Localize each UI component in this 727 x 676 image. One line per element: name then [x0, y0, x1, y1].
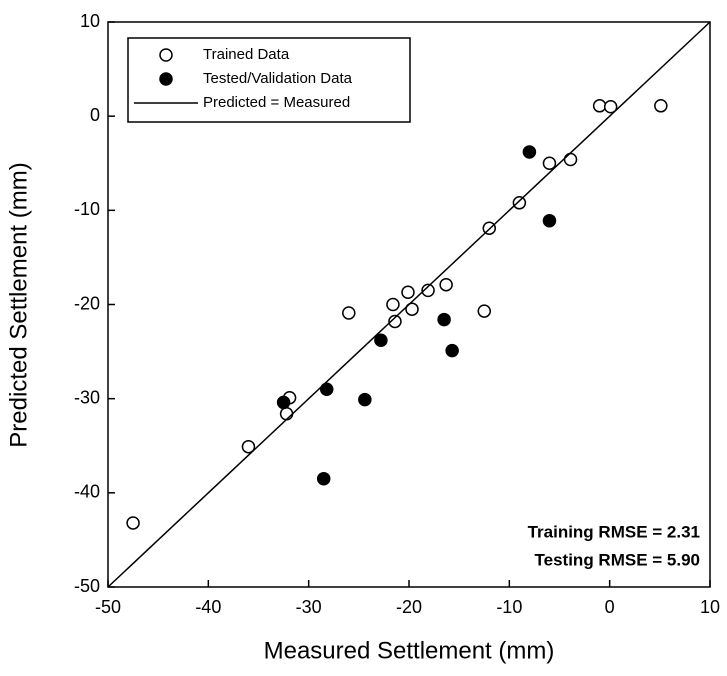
y-axis-label: Predicted Settlement (mm): [5, 162, 32, 447]
y-tick-label: -10: [74, 199, 100, 219]
point: [319, 382, 334, 396]
point: [439, 277, 453, 292]
point: [126, 516, 140, 530]
point: [445, 343, 459, 358]
x-tick-label: -40: [195, 597, 221, 617]
y-tick-label: -20: [74, 293, 100, 313]
point: [342, 306, 356, 320]
point: [421, 283, 435, 298]
point: [388, 314, 402, 329]
y-tick-label: 10: [80, 11, 100, 31]
legend-box: [127, 37, 411, 123]
point: [374, 333, 388, 348]
point: [405, 302, 419, 316]
point: [477, 304, 491, 318]
legend-label: Trained Data: [203, 46, 290, 63]
y-tick-label: 0: [90, 105, 100, 125]
point: [358, 392, 372, 407]
point: [592, 99, 607, 113]
point: [386, 297, 400, 312]
point: [241, 439, 256, 454]
x-tick-label: -10: [496, 597, 522, 617]
legend-label: Predicted = Measured: [203, 94, 350, 111]
point: [316, 471, 331, 486]
point: [542, 213, 557, 228]
point: [563, 152, 578, 167]
x-tick-label: -30: [296, 597, 322, 617]
point: [654, 99, 668, 113]
legend-marker: [159, 72, 173, 86]
point: [279, 406, 294, 421]
annotation: Testing RMSE = 5.90: [535, 550, 700, 569]
point: [603, 100, 618, 114]
legend-label: Tested/Validation Data: [203, 70, 353, 87]
point: [512, 196, 527, 210]
y-tick-label: -40: [74, 482, 100, 502]
annotation: Training RMSE = 2.31: [528, 522, 700, 541]
x-tick-label: -20: [396, 597, 422, 617]
y-tick-label: -30: [74, 387, 100, 407]
y-tick-label: -50: [74, 576, 100, 596]
point: [401, 285, 415, 300]
point: [542, 156, 557, 170]
point: [437, 312, 451, 327]
point: [522, 145, 537, 159]
x-tick-label: 10: [700, 597, 720, 617]
x-tick-label: -50: [95, 597, 121, 617]
point: [276, 395, 291, 410]
line: [107, 21, 711, 588]
legend-marker: [159, 48, 173, 62]
x-tick-label: 0: [605, 597, 615, 617]
x-axis-label: Measured Settlement (mm): [264, 637, 555, 664]
